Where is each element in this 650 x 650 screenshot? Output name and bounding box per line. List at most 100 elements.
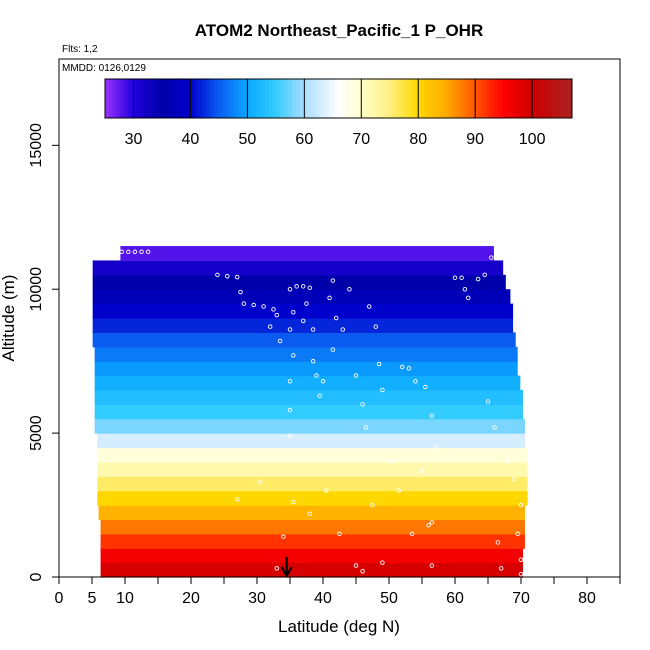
- flight-point: [429, 413, 435, 419]
- colorbar-cell: [322, 79, 328, 118]
- colorbar-cell: [105, 79, 110, 118]
- colorbar-cell: [365, 79, 371, 118]
- y-axis-label: Altitude (m): [0, 275, 18, 362]
- colorbar-cell: [529, 79, 534, 118]
- flight-point: [291, 353, 296, 358]
- flight-point: [505, 459, 511, 465]
- flight-point: [515, 531, 520, 537]
- colorbar-cell: [361, 79, 367, 118]
- x-tick-label: 20: [182, 590, 200, 607]
- flight-point: [512, 476, 517, 482]
- colorbar-cell: [190, 79, 196, 118]
- flight-point: [314, 373, 319, 378]
- heatmap-band: [100, 548, 523, 564]
- chart-title: ATOM2 Northeast_Pacific_1 P_OHR: [195, 21, 483, 40]
- heatmap-band: [97, 476, 528, 492]
- colorbar-cell: [400, 79, 406, 118]
- heatmap-band: [92, 318, 514, 333]
- flight-point: [307, 285, 313, 291]
- flight-point: [380, 560, 385, 565]
- x-tick-label: 60: [446, 590, 464, 607]
- colorbar-cell: [420, 79, 425, 118]
- flight-point: [145, 249, 151, 255]
- flight-point: [492, 425, 497, 430]
- flight-point: [132, 249, 138, 255]
- flight-point: [396, 488, 402, 493]
- colorbar-cell: [392, 79, 398, 118]
- colorbar-cell: [494, 79, 499, 118]
- colorbar-cell: [435, 79, 441, 118]
- flight-point: [409, 531, 415, 537]
- x-tick-label: 70: [512, 590, 530, 607]
- colorbar-cell: [116, 79, 122, 118]
- x-axis: 0 5 10 20 30 40 50 60 70 80: [55, 577, 621, 607]
- colorbar-cell: [389, 79, 394, 118]
- y-tick-label: 0: [28, 572, 45, 581]
- colorbar: 30 40 50 60 70 80 90 100: [104, 78, 573, 148]
- colorbar-cell: [237, 79, 242, 118]
- colorbar-cell: [486, 79, 491, 118]
- arrow-head: [280, 566, 293, 579]
- flight-point: [502, 253, 507, 259]
- colorbar-cell: [521, 79, 526, 118]
- heatmap-band: [92, 289, 511, 305]
- flight-point: [399, 364, 405, 370]
- colorbar-cell: [248, 79, 254, 118]
- flight-point: [462, 286, 468, 292]
- heatmap-band: [97, 433, 525, 449]
- colorbar-cell: [272, 79, 277, 118]
- heatmap-band: [94, 404, 523, 420]
- colorbar-cell: [326, 79, 332, 118]
- x-tick-label: 30: [248, 590, 266, 607]
- heatmap-band: [97, 490, 528, 506]
- colorbar-cell: [311, 79, 316, 118]
- colorbar-frame: [104, 78, 573, 119]
- flight-point: [274, 566, 280, 571]
- colorbar-cell: [369, 79, 375, 118]
- colorbar-cell: [459, 79, 464, 118]
- colorbar-cell: [178, 79, 184, 118]
- flight-point: [406, 366, 412, 371]
- colorbar-tick-label: 40: [182, 131, 200, 148]
- flight-point: [310, 358, 316, 364]
- colorbar-cell: [225, 79, 231, 118]
- flight-point: [251, 302, 256, 308]
- colorbar-cell: [556, 79, 561, 118]
- heatmap-band: [100, 533, 525, 549]
- colorbar-cell: [295, 79, 301, 118]
- flight-point: [119, 249, 124, 255]
- heatmap-band: [94, 418, 525, 434]
- flight-point: [482, 272, 487, 278]
- flight-point: [333, 315, 339, 321]
- flight-point: [300, 284, 306, 289]
- colorbar-cell: [280, 79, 285, 118]
- x-tick-label: 40: [314, 590, 332, 607]
- colorbar-cell: [217, 79, 223, 118]
- flight-point: [495, 253, 501, 259]
- flight-point: [330, 347, 336, 352]
- colorbar-tick-label: 80: [409, 131, 427, 148]
- colorbar-cell: [229, 79, 234, 118]
- y-axis: 0 5000 10000 15000: [28, 123, 60, 581]
- colorbar-cell: [291, 79, 297, 118]
- colorbar-cell: [490, 79, 495, 118]
- colorbar-cell: [167, 79, 172, 118]
- flights-note: Flts: 1,2: [62, 44, 98, 55]
- colorbar-cell: [548, 79, 554, 118]
- colorbar-cell: [210, 79, 215, 118]
- flight-point: [390, 459, 395, 465]
- colorbar-cell: [478, 79, 483, 118]
- heatmap-band: [92, 332, 516, 348]
- date-note: MMDD: 0126,0129: [62, 63, 146, 74]
- colorbar-cell: [319, 79, 324, 118]
- colorbar-tick-label: 60: [295, 131, 313, 148]
- colorbar-cell: [466, 79, 472, 118]
- flight-point: [419, 468, 425, 473]
- colorbar-cell: [108, 79, 114, 118]
- colorbar-cell: [431, 79, 437, 118]
- flight-point: [353, 563, 359, 568]
- flight-point: [258, 479, 263, 485]
- colorbar-cell: [132, 79, 137, 118]
- colorbar-cell: [206, 79, 211, 118]
- flight-point: [432, 445, 438, 450]
